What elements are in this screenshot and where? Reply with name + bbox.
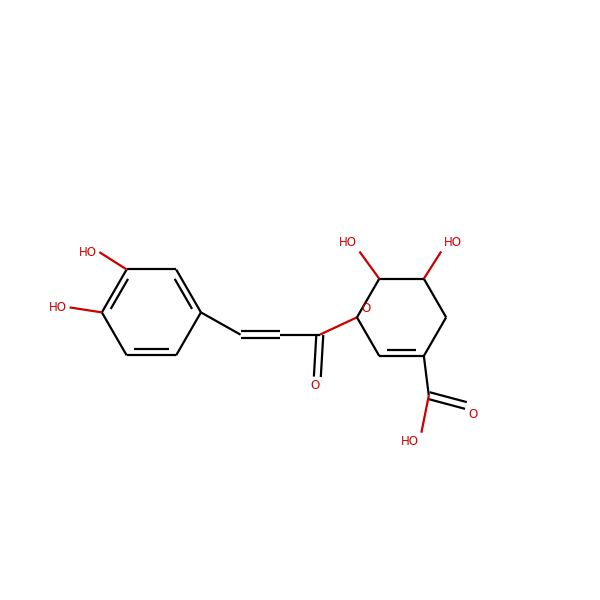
Text: O: O (469, 408, 478, 421)
Text: HO: HO (79, 245, 97, 259)
Text: O: O (361, 302, 370, 315)
Text: HO: HO (49, 301, 67, 314)
Text: O: O (310, 379, 319, 392)
Text: HO: HO (443, 236, 461, 249)
Text: HO: HO (401, 435, 419, 448)
Text: HO: HO (339, 236, 357, 249)
